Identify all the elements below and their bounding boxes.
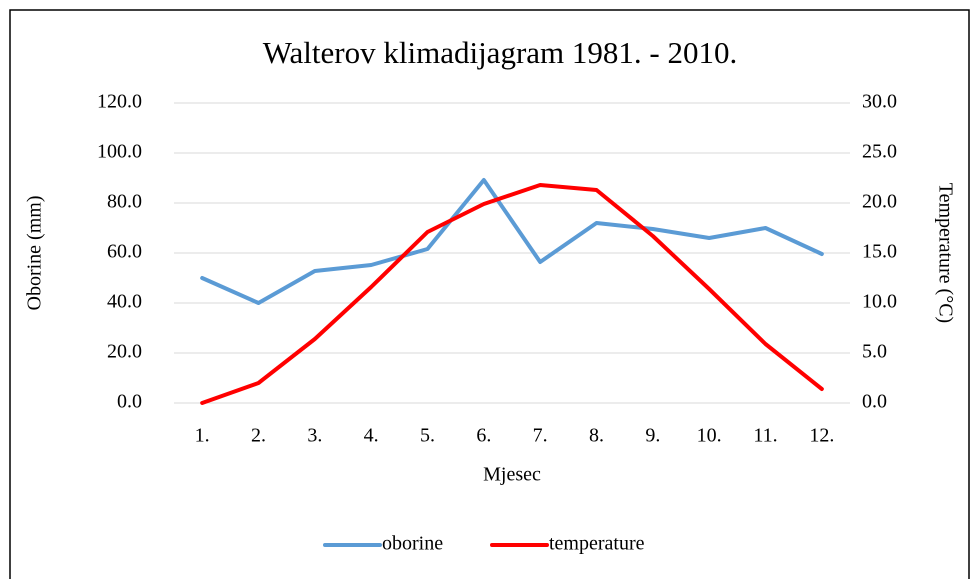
y-tick-label: 0.0 — [117, 391, 142, 413]
y-tick-label: 20.0 — [107, 341, 142, 363]
y-axis-label: Oborine (mm) — [24, 196, 46, 311]
data-line — [200, 183, 824, 405]
x-tick-label: 12. — [809, 425, 834, 447]
chart-frame — [9, 9, 970, 579]
legend-label: oborine — [382, 533, 443, 555]
y2-tick-label: 5.0 — [862, 341, 887, 363]
x-tick-label: 6. — [476, 425, 491, 447]
x-tick-label: 10. — [697, 425, 722, 447]
y2-tick-label: 10.0 — [862, 291, 897, 313]
x-tick-label: 8. — [589, 425, 604, 447]
y2-tick-label: 15.0 — [862, 241, 897, 263]
legend-label: temperature — [549, 533, 645, 555]
x-tick-label: 7. — [533, 425, 548, 447]
y-tick-label: 100.0 — [97, 141, 142, 163]
y-tick-label: 120.0 — [97, 91, 142, 113]
y2-tick-label: 0.0 — [862, 391, 887, 413]
data-line — [200, 178, 824, 305]
y2-tick-label: 20.0 — [862, 191, 897, 213]
x-tick-label: 1. — [195, 425, 210, 447]
x-tick-label: 9. — [645, 425, 660, 447]
y2-tick-label: 30.0 — [862, 91, 897, 113]
x-axis-label: Mjesec — [483, 464, 541, 486]
y2-tick-label: 25.0 — [862, 141, 897, 163]
x-tick-label: 5. — [420, 425, 435, 447]
x-tick-label: 11. — [753, 425, 777, 447]
x-tick-label: 4. — [364, 425, 379, 447]
y-tick-label: 40.0 — [107, 291, 142, 313]
y2-axis-label: Temperature (°C) — [934, 183, 956, 323]
x-tick-label: 2. — [251, 425, 266, 447]
x-tick-label: 3. — [307, 425, 322, 447]
y-tick-label: 60.0 — [107, 241, 142, 263]
chart-title: Walterov klimadijagram 1981. - 2010. — [263, 35, 737, 70]
y-tick-label: 80.0 — [107, 191, 142, 213]
